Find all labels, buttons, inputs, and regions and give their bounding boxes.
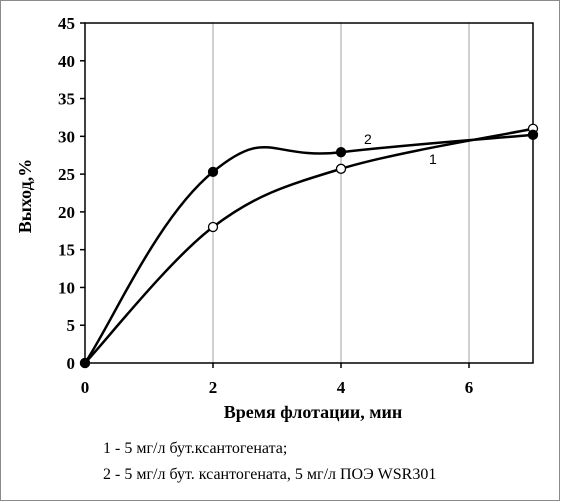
data-point-s1-1 [207, 221, 219, 233]
x-tick-label-3: 6 [465, 378, 474, 397]
curve-label-2: 2 [364, 131, 372, 147]
x-axis-title: Время флотации, мин [224, 402, 403, 422]
y-tick-label-5: 25 [58, 165, 75, 184]
curves [83, 127, 534, 364]
grid-lines [212, 23, 470, 363]
y-tick-label-1: 5 [67, 316, 76, 335]
y-tick-label-0: 0 [67, 354, 76, 373]
data-point-s2-2 [335, 147, 347, 158]
y-tick-label-6: 30 [58, 127, 75, 146]
plot-area [84, 22, 534, 364]
x-tick-labels: 0 2 4 6 [81, 363, 474, 397]
series-line-2 [83, 133, 534, 364]
data-point-s1-2 [335, 163, 347, 174]
data-point-s2-1 [207, 166, 219, 177]
y-tick-label-7: 35 [58, 90, 75, 109]
x-tick-label-1: 2 [209, 378, 218, 397]
x-tick-label-0: 0 [81, 378, 90, 397]
data-point-s2-3 [527, 129, 539, 140]
x-tick-label-2: 4 [337, 378, 346, 397]
chart-svg: 0 5 10 15 20 25 30 35 40 45 0 2 4 6 2 1 Время флотац… [15, 14, 539, 422]
y-tick-labels: 0 5 10 15 20 25 30 35 40 45 [58, 14, 85, 373]
y-tick-label-2: 10 [58, 278, 75, 297]
y-axis-title: Выход,% [15, 159, 35, 233]
curve-label-1: 1 [429, 151, 437, 167]
plot-border [84, 22, 534, 364]
y-tick-label-3: 15 [58, 241, 75, 260]
y-tick-label-9: 45 [58, 14, 75, 33]
legend-entry-1: 1 - 5 мг/л бут.ксантогената; [103, 440, 288, 457]
y-tick-label-4: 20 [58, 203, 75, 222]
y-tick-label-8: 40 [58, 52, 75, 71]
legend-entry-2: 2 - 5 мг/л бут. ксантогената, 5 мг/л ПОЭ… [103, 466, 437, 483]
series-line-1 [84, 127, 534, 364]
